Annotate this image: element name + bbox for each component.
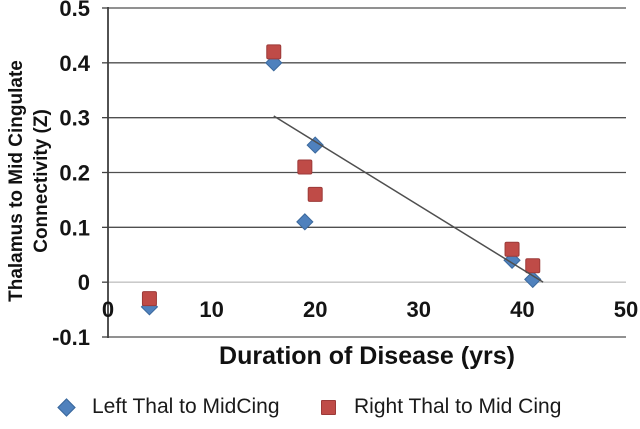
trend-line xyxy=(273,115,544,283)
right-thal-data-point xyxy=(141,291,157,307)
y-tick-label: 0.1 xyxy=(59,215,90,240)
legend-item-right-thal: Right Thal to Mid Cing xyxy=(319,395,561,419)
y-axis-title-line1: Thalamus to Mid Cingulate xyxy=(6,60,27,302)
legend-label-right-thal: Right Thal to Mid Cing xyxy=(354,395,562,418)
legend-item-left-thal: Left Thal to MidCing xyxy=(56,395,280,419)
y-tick-label: -0.1 xyxy=(52,325,90,350)
right-thal-data-point xyxy=(525,258,541,274)
x-axis-title: Duration of Disease (yrs) xyxy=(219,342,515,370)
diamond-icon xyxy=(56,397,76,417)
right-thal-data-point xyxy=(266,44,282,60)
x-tick-label: 50 xyxy=(614,297,638,322)
legend-label-left-thal: Left Thal to MidCing xyxy=(92,395,280,418)
y-tick-label: 0.3 xyxy=(59,106,90,131)
legend-square-marker-icon xyxy=(319,398,337,416)
right-thal-data-point xyxy=(307,186,323,202)
x-tick-label: 10 xyxy=(199,297,223,322)
y-tick-label: 0 xyxy=(78,270,90,295)
left-thal-data-point xyxy=(296,213,314,231)
x-tick-label: 40 xyxy=(510,297,534,322)
y-axis-title-line2: Connectivity (Z) xyxy=(31,109,52,253)
legend-diamond-marker-icon xyxy=(56,397,76,417)
square-icon xyxy=(320,399,336,415)
right-thal-data-point xyxy=(504,241,520,257)
left-thal-data-point xyxy=(306,136,324,154)
x-tick-label: 20 xyxy=(303,297,327,322)
y-tick-label: 0.5 xyxy=(59,0,90,21)
y-tick-label: 0.4 xyxy=(59,51,90,76)
x-tick-label: 30 xyxy=(407,297,431,322)
left-thal-data-point xyxy=(524,270,542,289)
y-tick-label: 0.2 xyxy=(59,161,90,186)
x-tick-label: 0 xyxy=(102,297,114,322)
right-thal-data-point xyxy=(297,159,313,175)
y-axis-title: Thalamus to Mid Cingulate Connectivity (… xyxy=(4,11,56,351)
